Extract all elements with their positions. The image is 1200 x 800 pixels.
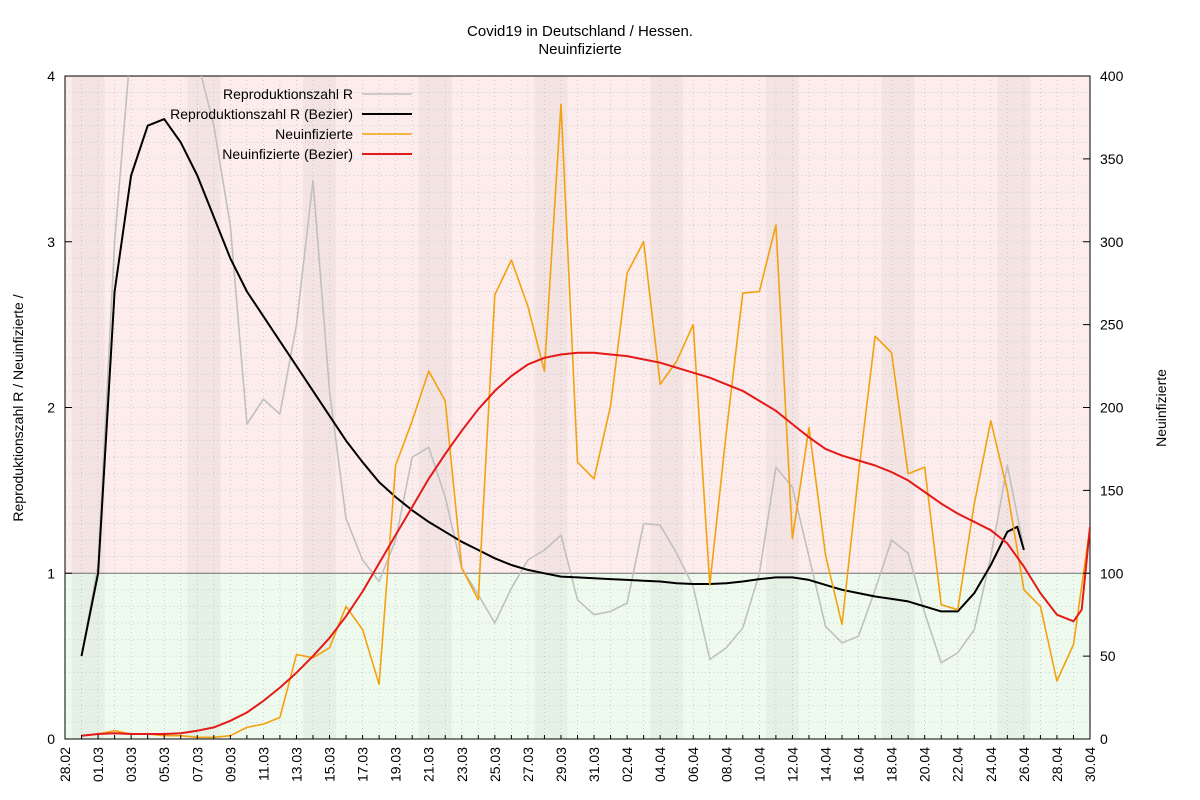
x-tick-label: 20.04 [917, 747, 933, 782]
x-tick-label: 11.03 [255, 747, 271, 781]
x-tick-label: 28.02 [57, 747, 73, 782]
x-tick-label: 21.03 [421, 747, 437, 782]
y2-tick-label: 300 [1100, 234, 1124, 250]
legend-label: Reproduktionszahl R (Bezier) [170, 106, 353, 122]
y2-tick-label: 100 [1100, 565, 1124, 581]
y2-tick-label: 350 [1100, 151, 1124, 167]
y-tick-label: 3 [47, 234, 55, 250]
x-tick-label: 12.04 [784, 747, 800, 782]
weekend-band [72, 76, 105, 739]
legend-label: Neuinfizierte (Bezier) [222, 146, 353, 162]
y2-tick-label: 50 [1100, 648, 1116, 664]
x-tick-label: 31.03 [586, 747, 602, 782]
chart-title: Covid19 in Deutschland / Hessen. [467, 23, 693, 40]
y2-tick-label: 0 [1100, 731, 1108, 747]
x-axis-ticks: 28.02 01.03 03.03 05.03 07.03 09.03 11.03 13.03… [57, 735, 1098, 782]
x-tick-label: 06.04 [685, 747, 701, 782]
x-tick-label: 19.03 [388, 747, 404, 782]
x-tick-label: 01.03 [90, 747, 106, 782]
weekend-band [419, 76, 452, 739]
x-tick-label: 30.04 [1082, 747, 1098, 782]
x-tick-label: 02.04 [619, 747, 635, 782]
x-tick-label: 15.03 [322, 747, 338, 782]
weekend-shading [72, 76, 1031, 739]
y-tick-label: 2 [47, 400, 55, 416]
x-tick-label: 09.03 [222, 747, 238, 782]
x-tick-label: 22.04 [950, 747, 966, 782]
x-tick-label: 25.03 [487, 747, 503, 782]
x-tick-label: 27.03 [520, 747, 536, 782]
x-tick-label: 13.03 [288, 747, 304, 782]
x-tick-label: 26.04 [1016, 747, 1032, 782]
legend-label: Reproduktionszahl R [223, 86, 353, 102]
chart-subtitle: Neuinfizierte [538, 41, 621, 58]
weekend-band [187, 76, 220, 739]
x-tick-label: 05.03 [156, 747, 172, 782]
weekend-band [535, 76, 568, 739]
y-tick-label: 4 [47, 68, 55, 84]
y2-tick-label: 200 [1100, 400, 1124, 416]
x-tick-label: 07.03 [189, 747, 205, 782]
series-line-2 [81, 103, 1090, 739]
x-tick-label: 16.04 [851, 747, 867, 782]
x-tick-label: 18.04 [884, 747, 900, 782]
y-tick-label: 0 [47, 731, 55, 747]
x-tick-label: 23.03 [454, 747, 470, 782]
y2-axis-label: Neuinfizierte [1153, 369, 1169, 447]
series-line-3 [81, 351, 1090, 737]
x-tick-label: 04.04 [652, 747, 668, 782]
legend: Reproduktionszahl R Reproduktionszahl R (… [170, 86, 412, 162]
x-tick-label: 28.04 [1049, 747, 1065, 782]
legend-label: Neuinfizierte [275, 126, 353, 142]
x-tick-label: 08.04 [718, 747, 734, 782]
y2-tick-label: 400 [1100, 68, 1124, 84]
y-axis-label: Reproduktionszahl R / Neuinfizierte / [10, 294, 26, 521]
left-axis-ticks: 0 1 2 3 4 [47, 68, 72, 747]
y2-tick-label: 150 [1100, 482, 1124, 498]
right-axis-ticks: 0 50 100 150 200 250 300 350 400 [1083, 68, 1124, 747]
x-tick-label: 10.04 [751, 747, 767, 782]
y-tick-label: 1 [47, 565, 55, 581]
x-tick-label: 14.04 [817, 747, 833, 782]
x-tick-label: 17.03 [355, 747, 371, 782]
series-line-0 [80, 76, 1025, 664]
series-line-1 [80, 118, 1025, 657]
weekend-band [650, 76, 683, 739]
x-tick-label: 03.03 [123, 747, 139, 782]
series-lines [80, 76, 1090, 739]
y2-tick-label: 250 [1100, 317, 1124, 333]
x-tick-label: 29.03 [553, 747, 569, 782]
x-tick-label: 24.04 [983, 747, 999, 782]
